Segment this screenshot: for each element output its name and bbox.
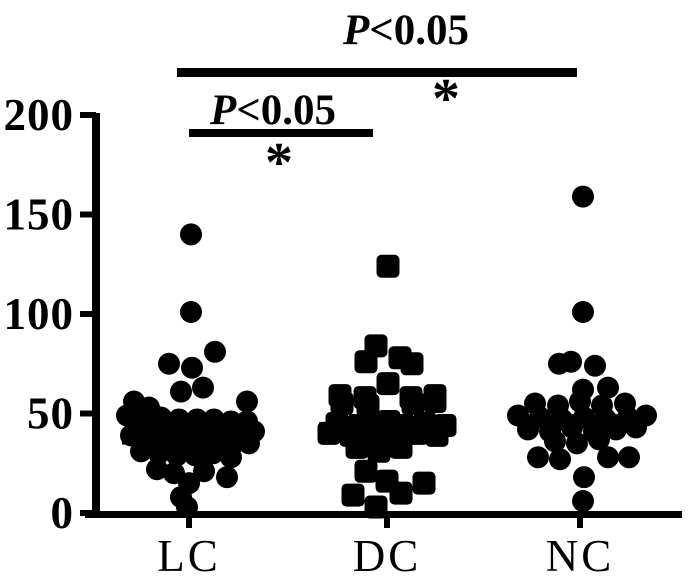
data-point (572, 185, 594, 208)
data-point (345, 435, 369, 459)
data-point (158, 352, 180, 375)
data-point (364, 495, 388, 519)
data-point (180, 223, 202, 246)
data-point (517, 418, 539, 441)
y-tick-label: 200 (4, 90, 75, 140)
data-point (181, 356, 203, 379)
data-point (605, 418, 627, 441)
significance-label: P<0.05 (209, 87, 336, 134)
data-point (202, 442, 224, 465)
data-point (193, 460, 215, 483)
data-point (341, 483, 365, 507)
data-point (216, 466, 238, 489)
data-point (376, 372, 400, 396)
data-point (130, 440, 152, 463)
data-point (367, 439, 391, 463)
y-tick-label: 100 (4, 289, 75, 339)
data-point (572, 301, 594, 324)
data-point (423, 390, 447, 414)
data-point (597, 376, 619, 399)
data-point (625, 416, 647, 439)
data-point (544, 430, 566, 453)
data-point (146, 458, 168, 481)
data-point (573, 466, 595, 489)
data-point (236, 390, 258, 413)
data-point (317, 421, 341, 445)
x-category-label: LC (157, 531, 221, 581)
data-point (376, 254, 400, 278)
data-point (192, 376, 214, 399)
significance-label: P<0.05 (342, 7, 469, 54)
data-point (354, 350, 378, 374)
data-point (527, 446, 549, 469)
data-point (549, 448, 571, 471)
significance-star: * (265, 132, 293, 194)
data-point (584, 354, 606, 377)
data-point (166, 444, 188, 467)
data-point (560, 350, 582, 373)
x-category-label: DC (353, 531, 422, 581)
significance-bar (177, 68, 577, 77)
y-tick-label: 50 (27, 389, 74, 439)
x-category-label: NC (546, 531, 615, 581)
data-point (120, 424, 142, 447)
data-point (389, 435, 413, 459)
y-tick-label: 150 (4, 190, 75, 240)
data-point (220, 446, 242, 469)
data-point (170, 380, 192, 403)
data-point (588, 428, 610, 451)
significance-star: * (432, 68, 460, 130)
data-point (618, 446, 640, 469)
data-point (566, 432, 588, 455)
data-point (412, 471, 436, 495)
data-point (354, 459, 378, 483)
data-point (238, 432, 260, 455)
data-point (176, 496, 198, 519)
data-point (356, 394, 380, 418)
data-point (180, 301, 202, 324)
data-point (572, 490, 594, 513)
data-point (425, 423, 449, 447)
data-point (389, 481, 413, 505)
data-point (330, 392, 354, 416)
significance-bar (189, 129, 373, 137)
data-point (204, 340, 226, 363)
data-point (597, 446, 619, 469)
y-tick-label: 0 (51, 488, 75, 538)
data-point (401, 392, 425, 416)
data-point (400, 352, 424, 376)
